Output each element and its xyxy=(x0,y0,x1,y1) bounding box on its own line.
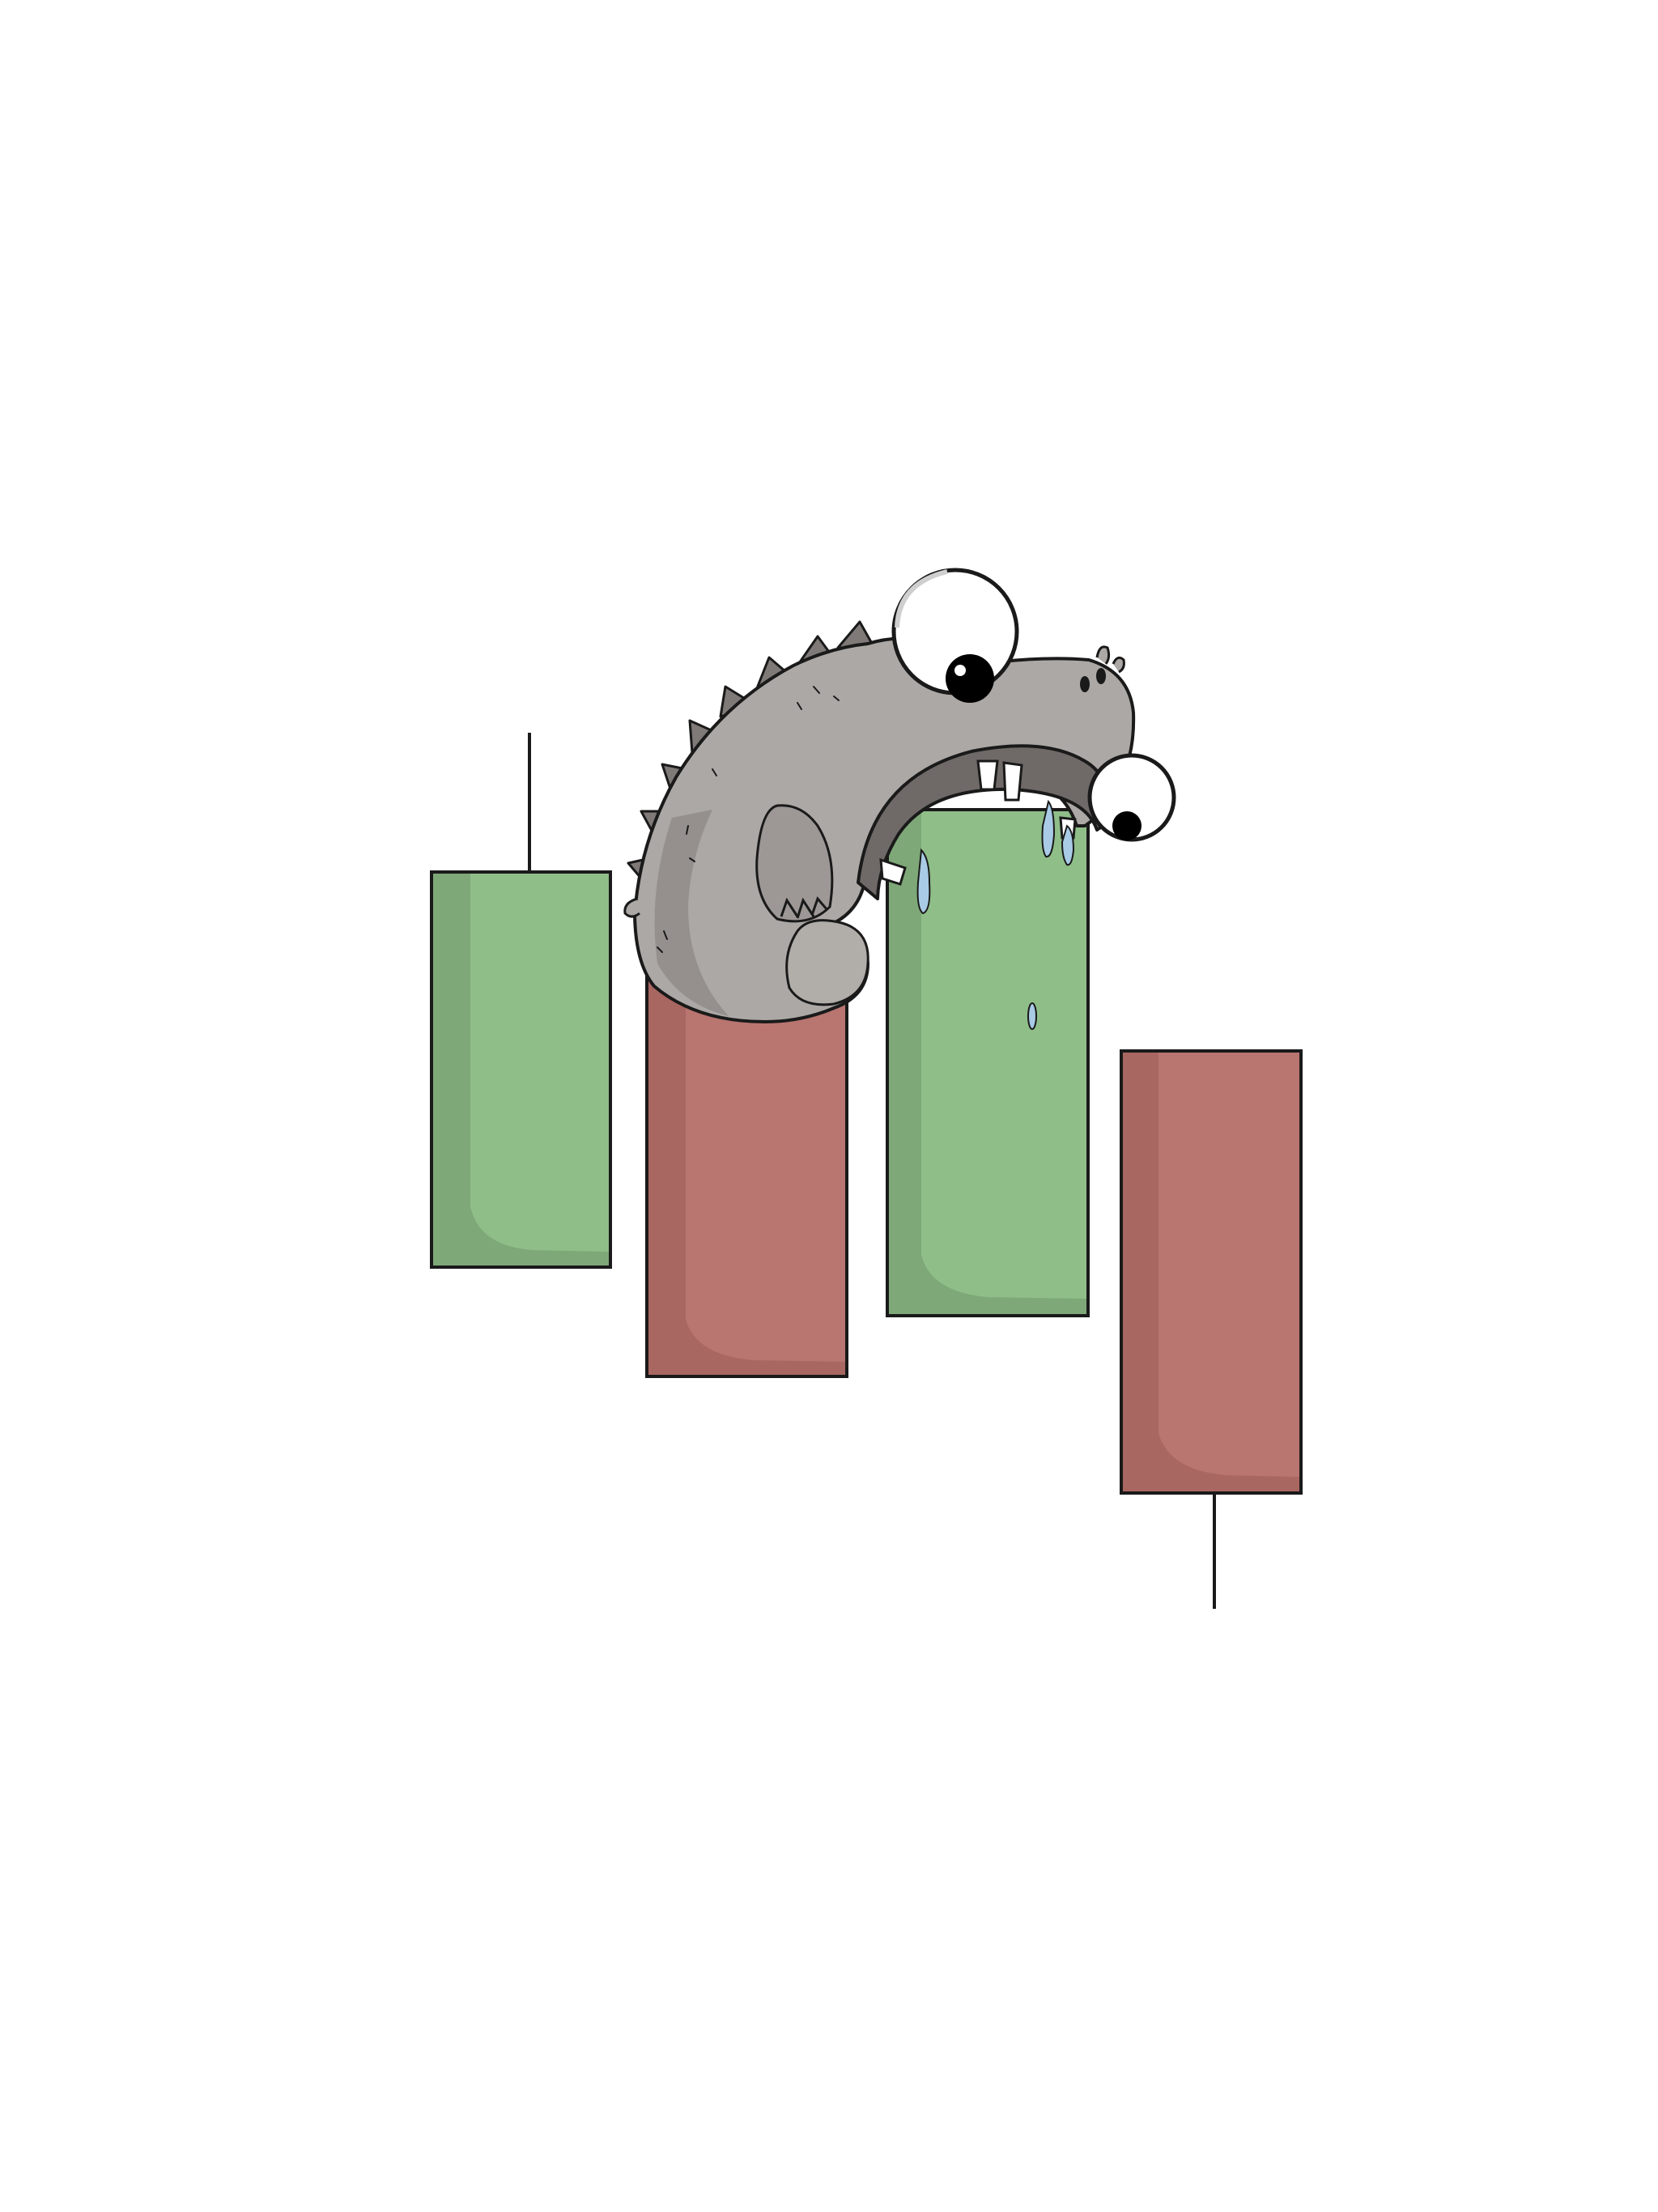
candle-4-body-shade xyxy=(1123,1053,1158,1491)
candle-2-bottom-shade xyxy=(686,1320,845,1375)
candle-4-bottom-shade xyxy=(1158,1433,1299,1491)
dinosaur-arm xyxy=(755,804,834,923)
dinosaur-claws xyxy=(780,896,829,919)
candle-3-body-shade xyxy=(889,811,921,1314)
candle-3-bottom-shade xyxy=(921,1255,1086,1314)
dinosaur-drool xyxy=(916,799,1075,1030)
dinosaur-foot xyxy=(785,919,869,1006)
dinosaur-left-eye xyxy=(891,568,1019,703)
dinosaur-right-pupil xyxy=(1112,811,1141,840)
dinosaur-character xyxy=(623,568,1176,1030)
dinosaur-body-shade xyxy=(654,810,729,1016)
dinosaur-right-eye xyxy=(1087,753,1176,842)
candle-1-bullish xyxy=(430,733,612,1269)
candle-2-bearish xyxy=(645,974,848,1378)
dinosaur-left-pupil xyxy=(946,654,994,703)
dinosaur-body xyxy=(633,636,1136,1023)
candle-3-bullish xyxy=(886,808,1090,1317)
candle-4-bearish xyxy=(1120,1049,1303,1609)
dinosaur-nostrils xyxy=(1080,668,1106,692)
dinosaur-horns xyxy=(1095,645,1125,674)
dinosaur-tail-tip xyxy=(623,897,640,918)
candle-1-body-shade xyxy=(433,874,470,1266)
candle-2-body-shade xyxy=(648,977,686,1375)
candle-1-bottom-shade xyxy=(470,1206,609,1266)
dinosaur-skin-marks xyxy=(657,686,840,953)
